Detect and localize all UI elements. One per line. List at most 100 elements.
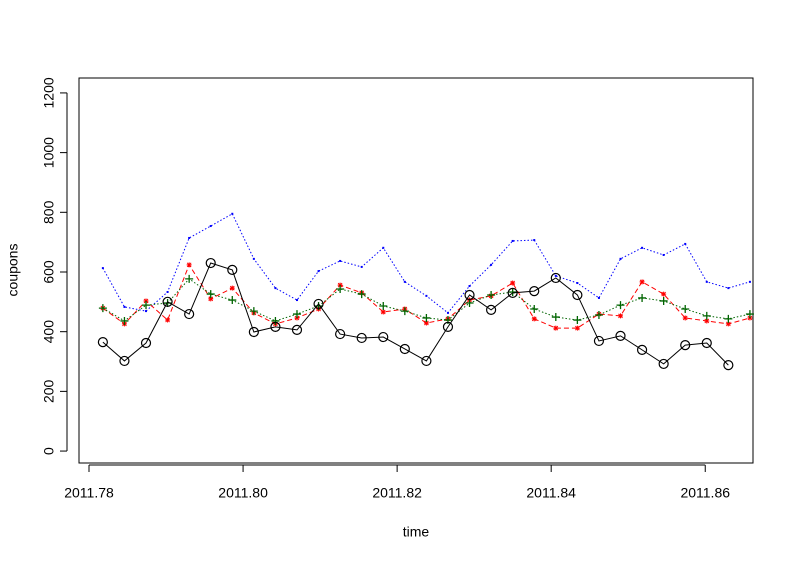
point bbox=[510, 280, 516, 286]
y-tick-label: 600 bbox=[41, 260, 57, 284]
point bbox=[701, 337, 712, 349]
y-tick-label: 0 bbox=[41, 447, 57, 455]
point bbox=[531, 316, 537, 322]
point bbox=[551, 313, 560, 322]
point bbox=[662, 253, 665, 256]
point bbox=[228, 296, 237, 305]
point bbox=[186, 262, 192, 268]
point bbox=[206, 290, 215, 299]
point bbox=[422, 313, 431, 322]
y-tick-label: 1200 bbox=[41, 77, 57, 108]
point bbox=[550, 272, 561, 284]
point bbox=[684, 242, 687, 245]
point bbox=[339, 259, 342, 262]
point bbox=[380, 309, 386, 315]
point bbox=[336, 285, 345, 294]
point bbox=[291, 324, 303, 335]
point bbox=[727, 287, 730, 290]
point bbox=[658, 358, 669, 370]
point bbox=[249, 307, 258, 316]
point bbox=[400, 307, 409, 316]
point bbox=[248, 326, 259, 338]
point bbox=[145, 310, 148, 313]
point bbox=[292, 310, 301, 319]
x-axis-label: time bbox=[403, 524, 430, 540]
y-tick-label: 800 bbox=[41, 200, 57, 224]
point bbox=[682, 315, 688, 321]
y-axis-label: coupons bbox=[5, 244, 21, 297]
point bbox=[641, 246, 644, 249]
point bbox=[636, 344, 648, 355]
point bbox=[553, 325, 559, 331]
point bbox=[724, 314, 733, 323]
point bbox=[360, 265, 363, 268]
point bbox=[165, 317, 171, 323]
point bbox=[227, 264, 238, 276]
point bbox=[661, 291, 667, 297]
point bbox=[573, 316, 582, 325]
point bbox=[185, 274, 194, 283]
point bbox=[618, 313, 624, 319]
point bbox=[702, 311, 711, 320]
point bbox=[317, 270, 320, 273]
x-tick-label: 2011.78 bbox=[64, 485, 114, 501]
point bbox=[748, 280, 751, 283]
point bbox=[295, 299, 298, 302]
point bbox=[231, 212, 234, 215]
plot-box bbox=[78, 77, 754, 464]
point bbox=[423, 320, 429, 326]
point bbox=[97, 337, 108, 348]
point bbox=[572, 289, 583, 301]
y-tick-label: 400 bbox=[41, 320, 57, 344]
point bbox=[399, 343, 410, 355]
point bbox=[229, 285, 235, 291]
x-tick-label: 2011.82 bbox=[372, 485, 422, 501]
point bbox=[274, 287, 277, 290]
point bbox=[490, 263, 493, 266]
point bbox=[593, 335, 605, 347]
point bbox=[723, 360, 734, 371]
point bbox=[705, 280, 708, 283]
point bbox=[574, 325, 580, 331]
y-tick-label: 200 bbox=[41, 379, 57, 403]
point bbox=[725, 321, 731, 327]
point bbox=[162, 296, 173, 307]
point bbox=[208, 296, 214, 302]
point bbox=[486, 304, 497, 315]
point bbox=[464, 289, 475, 301]
point bbox=[356, 332, 367, 344]
point bbox=[681, 305, 690, 313]
point bbox=[166, 290, 169, 293]
point bbox=[252, 257, 255, 260]
point bbox=[188, 236, 191, 239]
series-line bbox=[102, 262, 729, 366]
series-line bbox=[102, 213, 751, 314]
point bbox=[533, 239, 536, 242]
point bbox=[594, 310, 603, 319]
point bbox=[101, 267, 104, 270]
point bbox=[615, 330, 626, 341]
point bbox=[487, 290, 496, 299]
point bbox=[680, 340, 691, 351]
x-tick-label: 2011.86 bbox=[680, 485, 730, 501]
point bbox=[639, 279, 645, 285]
point bbox=[511, 239, 514, 242]
point bbox=[465, 299, 474, 308]
point bbox=[120, 316, 129, 325]
point bbox=[143, 298, 149, 304]
point bbox=[425, 294, 428, 297]
point bbox=[597, 296, 600, 299]
point bbox=[616, 301, 625, 310]
point bbox=[142, 301, 151, 310]
point bbox=[576, 282, 579, 285]
point bbox=[421, 355, 432, 367]
point bbox=[378, 331, 389, 343]
point bbox=[382, 246, 385, 249]
point bbox=[123, 305, 126, 308]
x-tick-label: 2011.80 bbox=[218, 485, 268, 501]
point bbox=[745, 310, 754, 319]
point bbox=[379, 302, 388, 311]
point bbox=[140, 337, 152, 349]
point bbox=[638, 293, 647, 302]
point bbox=[442, 321, 454, 333]
